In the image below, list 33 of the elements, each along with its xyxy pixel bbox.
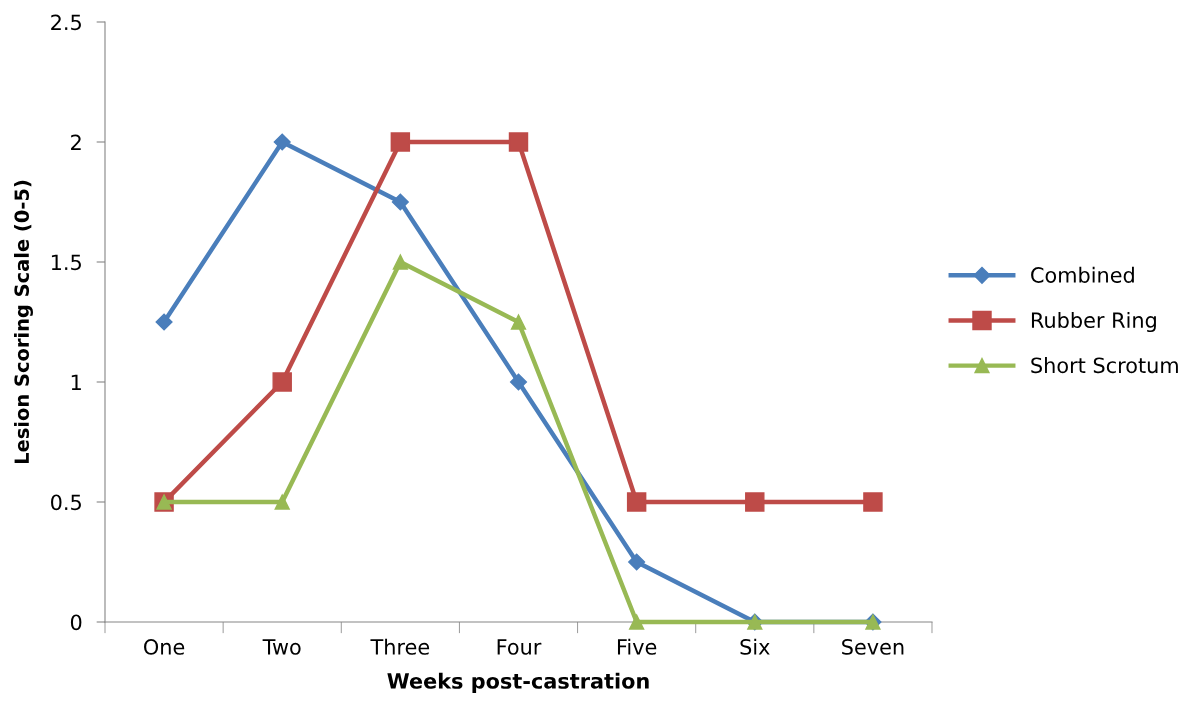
point	[155, 313, 173, 331]
x-tick-label: Six	[740, 638, 770, 655]
y-axis-title: Lesion Scoring Scale (0-5)	[14, 180, 33, 464]
point	[510, 314, 527, 330]
point	[273, 133, 291, 151]
point	[391, 193, 409, 211]
point	[629, 614, 645, 630]
legend-label: Combined	[1031, 266, 1134, 283]
legend-label: Short Scrotum	[1031, 357, 1178, 374]
y-tick-label: 2.5	[51, 14, 81, 31]
x-tick-label: Two	[262, 639, 301, 655]
x-tick-label: Five	[617, 638, 657, 655]
point	[272, 372, 292, 392]
x-tick-label: One	[144, 639, 185, 655]
x-tick-label: Seven	[842, 639, 904, 655]
point	[390, 132, 411, 152]
point	[392, 254, 408, 270]
point	[508, 132, 529, 152]
y-tick-label: 1.5	[51, 254, 81, 271]
y-tick-label: 0.5	[51, 494, 81, 511]
point	[274, 494, 290, 510]
point	[509, 373, 528, 391]
x-tick-label: Three	[370, 638, 430, 655]
y-tick-label: 2	[71, 134, 81, 150]
point	[745, 492, 765, 512]
y-tick-label: 1	[71, 374, 81, 390]
x-axis-title: Weeks post-castration	[387, 672, 649, 693]
x-tick-label: Four	[497, 639, 542, 655]
point	[626, 492, 647, 512]
point	[863, 492, 883, 512]
point	[628, 553, 646, 571]
legend-label: Rubber Ring	[1031, 311, 1156, 333]
y-tick-label: 0	[70, 614, 82, 631]
